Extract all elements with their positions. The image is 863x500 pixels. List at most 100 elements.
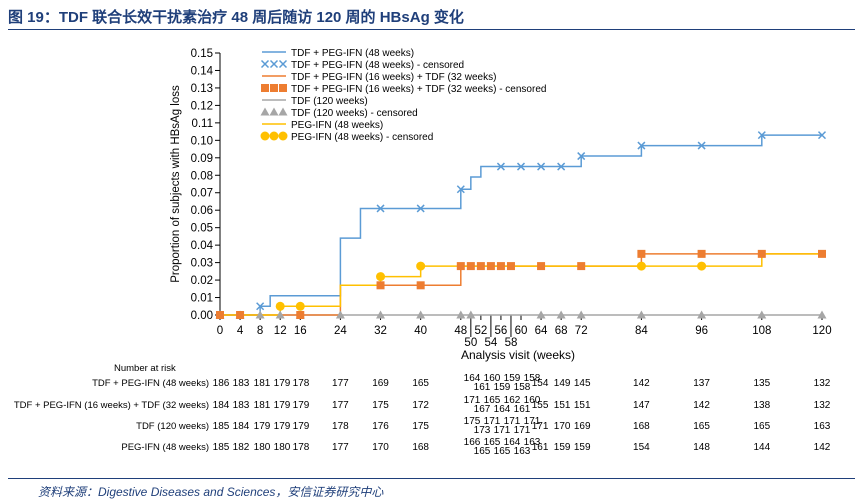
y-axis-label: Proportion of subjects with HBsAg loss	[170, 85, 182, 283]
x-tick-label: 12	[274, 325, 287, 337]
figure-title: 图 19：TDF 联合长效干扰素治疗 48 周后随访 120 周的 HBsAg …	[8, 9, 464, 26]
risk-value: 171	[524, 416, 541, 427]
censored-marker	[275, 301, 285, 311]
legend-label: PEG-IFN (48 weeks) - censored	[291, 132, 433, 143]
risk-value: 171	[514, 425, 531, 436]
censored-marker	[577, 262, 586, 271]
x-axis-label: Analysis visit (weeks)	[461, 348, 575, 362]
censored-marker	[636, 261, 646, 271]
risk-value: 165	[474, 446, 491, 457]
risk-value: 159	[494, 382, 511, 393]
risk-value: 165	[693, 421, 710, 432]
risk-row-label: TDF + PEG-IFN (48 weeks)	[92, 378, 209, 389]
censored-marker	[697, 249, 706, 258]
censored-marker	[818, 249, 826, 258]
risk-value: 180	[254, 442, 271, 453]
censored-marker	[376, 272, 386, 282]
censored-marker	[506, 262, 515, 271]
censored-marker	[466, 310, 476, 319]
censored-marker	[576, 310, 586, 319]
x-tick-label: 50	[464, 337, 477, 349]
risk-value: 179	[293, 400, 310, 411]
risk-value: 185	[213, 442, 230, 453]
risk-value: 186	[213, 378, 230, 389]
risk-value: 183	[233, 400, 250, 411]
risk-value: 161	[514, 404, 531, 415]
risk-value: 165	[753, 421, 770, 432]
censored-marker	[416, 204, 425, 213]
legend-marker-swatch	[260, 107, 270, 116]
legend-label: TDF + PEG-IFN (48 weeks) - censored	[291, 60, 464, 71]
censored-marker	[577, 152, 586, 161]
risk-value: 158	[514, 382, 531, 393]
risk-value: 163	[814, 421, 831, 432]
risk-value: 178	[293, 378, 310, 389]
y-tick-label: 0.07	[191, 188, 213, 200]
legend-label: TDF (120 weeks) - censored	[291, 108, 418, 119]
censored-marker	[456, 185, 465, 194]
censored-marker	[456, 310, 466, 319]
risk-value: 169	[372, 378, 389, 389]
y-tick-label: 0.10	[191, 135, 213, 147]
figure-source: 资料来源：Digestive Diseases and Sciences，安信证…	[38, 485, 384, 499]
risk-value: 142	[814, 442, 831, 453]
risk-value: 167	[474, 404, 491, 415]
y-tick-label: 0.03	[191, 258, 213, 270]
y-tick-label: 0.08	[191, 170, 213, 182]
y-tick-label: 0.09	[191, 153, 213, 165]
x-tick-label: 108	[752, 325, 771, 337]
censored-marker	[486, 262, 495, 271]
risk-value: 180	[274, 442, 291, 453]
censored-marker	[537, 262, 546, 271]
risk-value: 169	[574, 421, 591, 432]
risk-value: 159	[554, 442, 571, 453]
legend-marker-swatch	[278, 131, 288, 141]
x-tick-label: 16	[294, 325, 307, 337]
censored-marker	[236, 311, 245, 319]
risk-row-label: TDF (120 weeks)	[136, 421, 209, 432]
y-tick-label: 0.12	[191, 100, 213, 112]
series-line	[220, 134, 822, 316]
censored-marker	[636, 310, 646, 319]
risk-value: 148	[693, 442, 710, 453]
risk-value: 168	[633, 421, 650, 432]
censored-marker	[757, 131, 766, 140]
title-divider	[8, 29, 855, 30]
risk-value: 175	[372, 400, 389, 411]
censored-marker	[376, 310, 386, 319]
x-tick-label: 68	[555, 325, 568, 337]
censored-marker	[416, 310, 426, 319]
legend-label: TDF (120 weeks)	[291, 96, 368, 107]
censored-marker	[817, 131, 827, 140]
risk-value: 151	[574, 400, 591, 411]
y-tick-label: 0.04	[191, 240, 214, 252]
legend-marker-swatch	[269, 107, 279, 116]
risk-value: 165	[484, 395, 501, 406]
censored-marker	[637, 141, 646, 150]
risk-value: 179	[274, 400, 291, 411]
risk-value: 161	[474, 382, 491, 393]
x-tick-label: 120	[812, 325, 831, 337]
legend-label: TDF + PEG-IFN (48 weeks)	[291, 48, 414, 59]
risk-value: 177	[332, 378, 349, 389]
risk-value: 164	[494, 404, 511, 415]
censored-marker	[817, 310, 827, 319]
y-tick-label: 0.13	[191, 83, 213, 95]
risk-value: 184	[213, 400, 230, 411]
x-tick-label: 40	[414, 325, 427, 337]
risk-value: 138	[753, 400, 770, 411]
legend-marker-swatch	[260, 59, 270, 69]
risk-value: 160	[524, 395, 541, 406]
x-tick-label: 24	[334, 325, 347, 337]
risk-row-label: PEG-IFN (48 weeks)	[121, 442, 209, 453]
series-line	[220, 253, 822, 316]
legend-marker-swatch	[269, 59, 279, 69]
risk-value: 178	[332, 421, 349, 432]
y-tick-label: 0.11	[191, 118, 213, 130]
risk-value: 170	[554, 421, 571, 432]
risk-value: 179	[274, 378, 291, 389]
y-tick-label: 0.15	[191, 48, 213, 60]
risk-value: 171	[464, 395, 481, 406]
risk-value: 162	[504, 395, 521, 406]
x-tick-label: 84	[635, 325, 648, 337]
